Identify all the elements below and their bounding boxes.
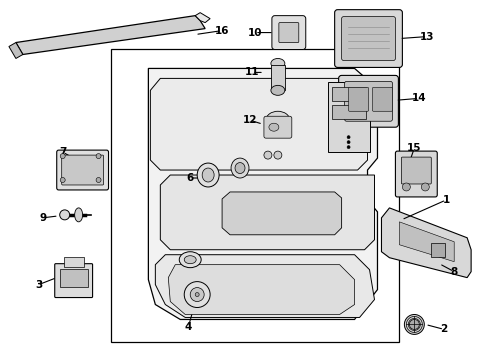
Circle shape (60, 210, 69, 220)
Circle shape (96, 154, 101, 159)
Circle shape (96, 177, 101, 183)
Bar (327, 82, 369, 152)
Polygon shape (148, 68, 377, 319)
FancyBboxPatch shape (61, 155, 103, 185)
FancyBboxPatch shape (401, 157, 430, 184)
Text: 12: 12 (242, 115, 257, 125)
Circle shape (195, 293, 199, 297)
FancyBboxPatch shape (278, 23, 298, 42)
Circle shape (184, 282, 210, 307)
FancyBboxPatch shape (60, 269, 87, 287)
Ellipse shape (270, 58, 285, 68)
Text: 10: 10 (247, 28, 262, 37)
Text: 5: 5 (174, 287, 182, 297)
FancyBboxPatch shape (395, 151, 436, 197)
Bar (63, 257, 83, 267)
Polygon shape (155, 255, 374, 318)
Text: 2: 2 (440, 324, 447, 334)
FancyBboxPatch shape (372, 87, 392, 111)
FancyBboxPatch shape (341, 17, 395, 60)
Circle shape (402, 183, 409, 191)
FancyBboxPatch shape (57, 150, 108, 190)
FancyBboxPatch shape (55, 264, 92, 298)
Circle shape (346, 141, 349, 144)
Circle shape (346, 146, 349, 149)
FancyBboxPatch shape (334, 10, 402, 67)
Text: 8: 8 (449, 267, 457, 276)
Ellipse shape (75, 208, 82, 222)
FancyBboxPatch shape (264, 116, 291, 138)
Text: 14: 14 (411, 93, 426, 103)
Polygon shape (160, 175, 374, 250)
Polygon shape (381, 208, 470, 278)
Circle shape (404, 315, 424, 334)
Circle shape (346, 136, 349, 139)
Ellipse shape (179, 252, 201, 268)
Polygon shape (16, 15, 205, 54)
Ellipse shape (202, 168, 214, 182)
Circle shape (273, 151, 281, 159)
Bar (331, 105, 365, 119)
Ellipse shape (230, 158, 248, 178)
Text: 6: 6 (186, 173, 193, 183)
Bar (270, 66, 285, 90)
Circle shape (60, 177, 65, 183)
Ellipse shape (197, 163, 219, 187)
Ellipse shape (235, 163, 244, 174)
Circle shape (190, 288, 203, 302)
Bar (331, 87, 365, 101)
Polygon shape (195, 13, 210, 23)
Ellipse shape (268, 123, 278, 131)
Polygon shape (168, 265, 354, 315)
Text: 15: 15 (406, 143, 421, 153)
Circle shape (408, 319, 419, 329)
Text: 9: 9 (39, 213, 46, 223)
Text: 7: 7 (59, 147, 66, 157)
Text: 4: 4 (184, 323, 191, 332)
Polygon shape (222, 192, 341, 235)
FancyBboxPatch shape (348, 87, 368, 111)
Ellipse shape (184, 256, 196, 264)
Bar (430, 243, 444, 257)
Ellipse shape (265, 111, 289, 129)
Circle shape (60, 154, 65, 159)
FancyBboxPatch shape (344, 81, 392, 121)
Bar (110, 49, 399, 342)
Polygon shape (9, 42, 23, 58)
Text: 11: 11 (244, 67, 259, 77)
Text: 3: 3 (35, 280, 42, 289)
FancyBboxPatch shape (338, 75, 398, 127)
Text: 1: 1 (442, 195, 449, 205)
Circle shape (264, 151, 271, 159)
Polygon shape (399, 222, 453, 262)
Circle shape (421, 183, 428, 191)
FancyBboxPatch shape (271, 15, 305, 50)
Text: 16: 16 (214, 26, 229, 36)
Polygon shape (150, 78, 367, 170)
Text: 13: 13 (419, 32, 434, 41)
Ellipse shape (270, 85, 285, 95)
